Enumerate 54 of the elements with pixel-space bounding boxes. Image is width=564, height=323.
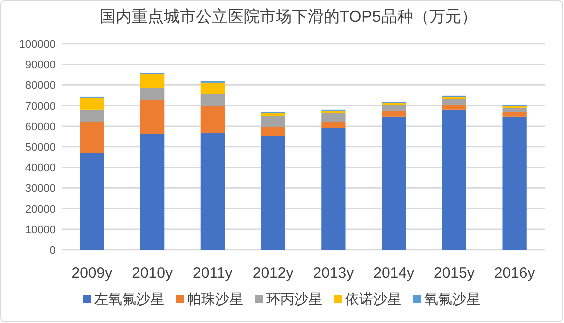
y-tick-label: 30000	[25, 183, 56, 196]
x-tick-label: 2010y	[132, 265, 174, 282]
legend-label: 依诺沙星	[346, 291, 402, 307]
bar	[80, 122, 104, 154]
bar	[502, 116, 527, 250]
bar	[200, 106, 226, 133]
x-tick-label: 2016y	[494, 265, 536, 282]
bar	[261, 136, 286, 250]
y-tick-label: 60000	[25, 121, 56, 134]
bar	[442, 104, 467, 110]
x-tick-label: 2011y	[193, 265, 234, 282]
y-tick-label: 70000	[25, 100, 56, 113]
y-tick-label: 90000	[25, 60, 56, 72]
chart-title: 国内重点城市公立医院市场下滑的TOP5品种（万元）	[100, 8, 478, 26]
bar	[322, 110, 346, 114]
bar	[80, 110, 104, 122]
x-tick-label: 2015y	[434, 265, 476, 282]
bar	[322, 113, 346, 122]
bar	[442, 110, 467, 250]
y-tick-label: 0	[50, 245, 56, 257]
bar	[261, 127, 286, 136]
legend-label: 左氧氟沙星	[94, 291, 164, 307]
bar	[382, 116, 406, 250]
bar	[502, 108, 527, 112]
bar	[140, 88, 165, 100]
y-tick-label: 80000	[25, 80, 56, 92]
legend-label: 氧氟沙星	[424, 291, 480, 307]
bar	[140, 74, 165, 88]
y-tick-label: 20000	[25, 204, 56, 216]
bar	[382, 110, 406, 117]
y-tick-label: 10000	[25, 224, 56, 236]
bar	[322, 122, 346, 128]
x-tick-label: 2013y	[313, 265, 355, 282]
bar	[200, 132, 226, 250]
bar	[261, 113, 286, 116]
legend-label: 帕珠沙星	[188, 291, 244, 307]
x-tick-label: 2009y	[72, 265, 114, 282]
bar	[261, 116, 286, 128]
y-tick-label: 50000	[25, 142, 56, 154]
bar	[382, 105, 406, 111]
bar	[140, 134, 165, 250]
bar	[442, 99, 467, 105]
bar	[200, 94, 226, 106]
legend-label: 环丙沙星	[266, 291, 322, 307]
bar	[80, 98, 104, 110]
x-tick-label: 2014y	[374, 265, 415, 282]
bar	[80, 153, 104, 250]
bar	[322, 128, 346, 250]
bar	[140, 100, 165, 134]
y-tick-label: 40000	[25, 162, 56, 175]
bar	[200, 82, 226, 94]
y-tick-label: 100000	[19, 39, 56, 51]
bar	[502, 112, 527, 117]
x-tick-label: 2012y	[252, 265, 294, 282]
